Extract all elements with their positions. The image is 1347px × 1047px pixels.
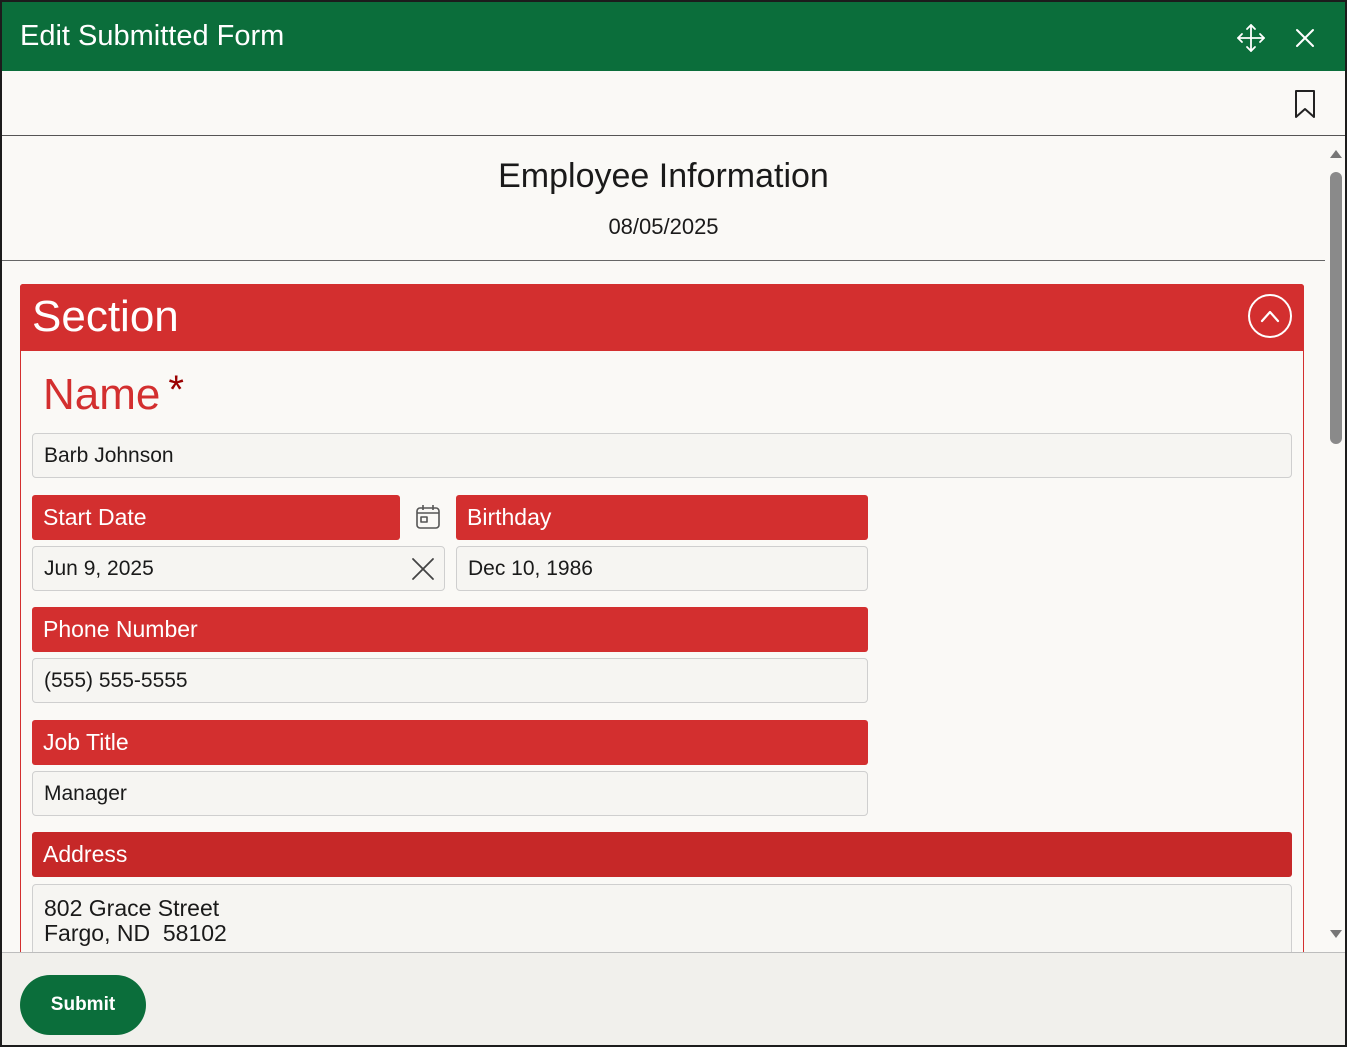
required-asterisk: *	[168, 368, 184, 412]
close-icon[interactable]	[1289, 22, 1321, 54]
name-input[interactable]: Barb Johnson	[32, 433, 1292, 478]
clear-icon[interactable]	[410, 556, 436, 582]
scroll-up-arrow-icon[interactable]	[1330, 149, 1342, 159]
form-section: Section Name * Barb Johnson Start Date	[20, 284, 1304, 952]
form-header: Employee Information 08/05/2025	[2, 137, 1325, 261]
start-date-label: Start Date	[32, 495, 400, 540]
toolbar	[2, 71, 1345, 136]
vertical-scrollbar[interactable]	[1327, 137, 1345, 952]
address-line-1: 802 Grace Street	[44, 895, 220, 921]
job-title-input[interactable]: Manager	[32, 771, 868, 816]
move-arrows-icon[interactable]	[1235, 22, 1267, 54]
form-scroll-area[interactable]: Employee Information 08/05/2025 Section …	[2, 137, 1345, 952]
dialog-title: Edit Submitted Form	[20, 20, 285, 52]
calendar-icon[interactable]	[413, 502, 443, 532]
submit-button[interactable]: Submit	[20, 975, 146, 1035]
start-date-input[interactable]: Jun 9, 2025	[32, 546, 445, 591]
address-textarea[interactable]: 802 Grace Street Fargo, ND 58102	[32, 884, 1292, 952]
name-label-text: Name	[43, 370, 161, 419]
birthday-input[interactable]: Dec 10, 1986	[456, 546, 868, 591]
name-label: Name *	[43, 368, 184, 420]
birthday-label: Birthday	[456, 495, 868, 540]
scroll-down-arrow-icon[interactable]	[1330, 929, 1342, 939]
form-date: 08/05/2025	[608, 214, 719, 239]
scrollbar-thumb[interactable]	[1330, 172, 1342, 444]
form-title: Employee Information	[498, 157, 829, 195]
bookmark-icon[interactable]	[1289, 88, 1321, 120]
section-title: Section	[32, 292, 179, 341]
address-label: Address	[32, 832, 1292, 877]
dialog-footer: Submit	[2, 952, 1345, 1045]
phone-number-label: Phone Number	[32, 607, 868, 652]
chevron-up-icon[interactable]	[1248, 294, 1292, 338]
phone-number-input[interactable]: (555) 555-5555	[32, 658, 868, 703]
section-header: Section	[20, 284, 1304, 351]
job-title-label: Job Title	[32, 720, 868, 765]
title-bar: Edit Submitted Form	[2, 2, 1345, 71]
address-line-2: Fargo, ND 58102	[44, 920, 227, 946]
